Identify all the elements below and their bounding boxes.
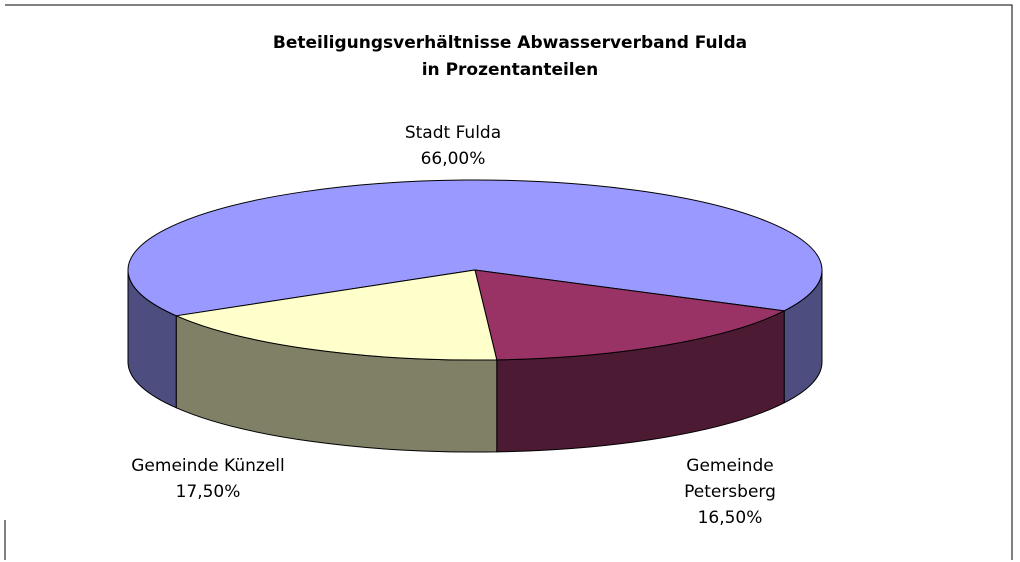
slice-label: Gemeinde Petersberg 16,50% — [655, 453, 805, 531]
value-label: 17,50% — [175, 482, 241, 502]
slice-label: Gemeinde Künzell 17,50% — [93, 453, 323, 505]
value-label: 16,50% — [697, 508, 763, 528]
value-label: 66,00% — [420, 149, 486, 169]
slice-label: Stadt Fulda 66,00% — [338, 120, 568, 172]
pie-sides — [127, 269, 823, 453]
chart-frame — [4, 4, 1013, 560]
slice-top — [174, 269, 498, 361]
pie-tops — [127, 179, 823, 361]
slice-top — [127, 179, 823, 317]
chart-title: in Prozentanteilen — [421, 60, 599, 80]
category-label: Gemeinde Künzell — [131, 456, 285, 476]
category-label: Stadt Fulda — [404, 123, 502, 143]
chart-title: Beteiligungsverhältnisse Abwasserverband… — [272, 33, 748, 53]
slice-top — [474, 269, 786, 361]
category-label: Gemeinde Petersberg — [684, 456, 776, 502]
